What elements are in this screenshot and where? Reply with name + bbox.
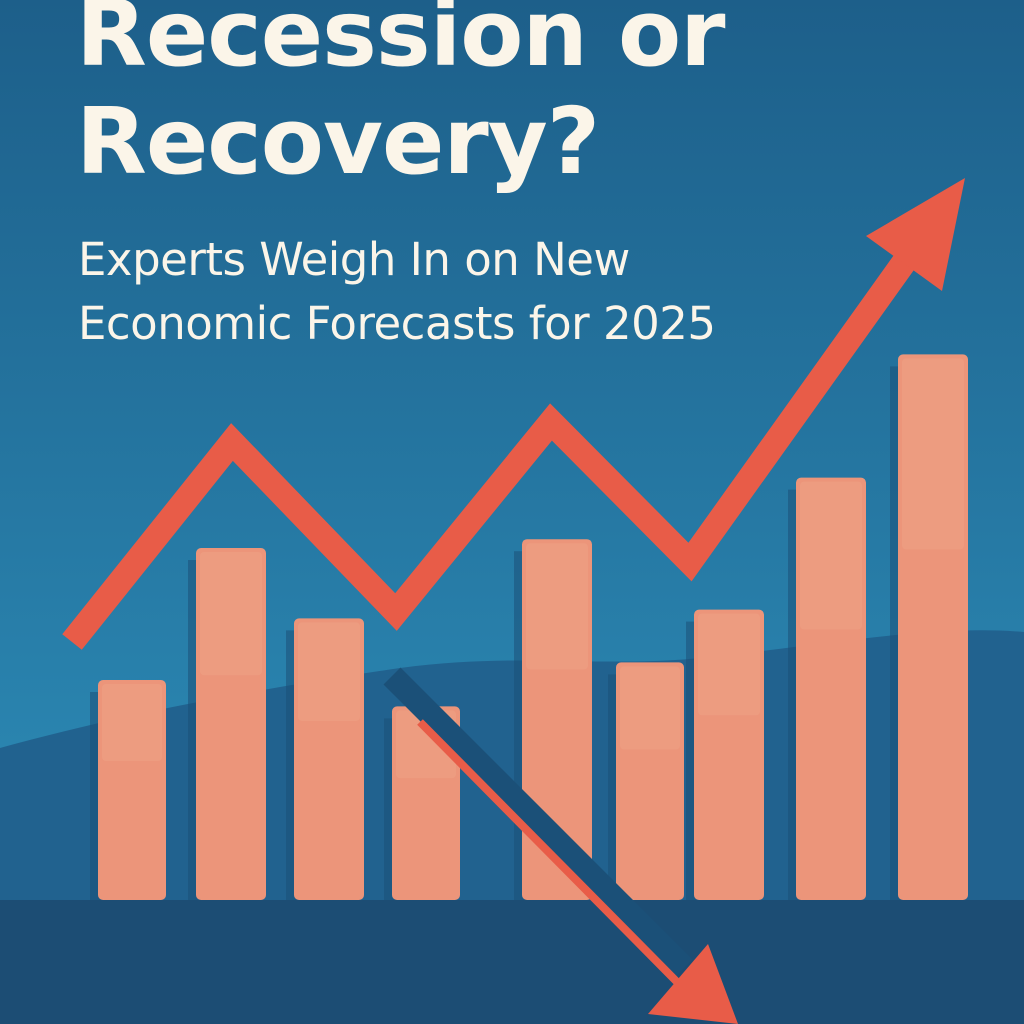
bar	[196, 548, 266, 900]
subheadline-line-2: Economic Forecasts for 2025	[78, 297, 716, 350]
trend-up-arrowhead	[866, 178, 965, 291]
subheadline: Experts Weigh In on New Economic Forecas…	[78, 228, 978, 356]
trend-down-arrow-line	[417, 719, 683, 988]
trend-down-arrow	[383, 667, 738, 1024]
bar	[294, 618, 364, 900]
trend-up-arrow-line	[62, 232, 931, 650]
bar	[616, 662, 684, 900]
ground-strip	[0, 900, 1024, 1024]
bar-highlight	[102, 684, 162, 761]
bar-highlight	[800, 481, 862, 630]
trend-down-arrow-shadow	[383, 667, 693, 977]
bar-highlight	[526, 543, 588, 670]
bar-highlight	[298, 622, 360, 721]
bar-highlight	[902, 358, 964, 550]
headline-line-1: Recession or	[76, 0, 726, 87]
trend-up-arrow	[62, 178, 965, 650]
bar	[98, 680, 166, 900]
bar-highlight	[200, 552, 262, 676]
bar-highlight	[698, 613, 760, 716]
bar	[898, 354, 968, 900]
bar	[392, 706, 460, 900]
bar-highlight	[620, 666, 680, 750]
trend-down-arrowhead	[648, 944, 738, 1024]
headline-line-2: Recovery?	[76, 88, 600, 195]
bar	[694, 609, 764, 900]
headline: Recession or Recovery?	[76, 0, 976, 196]
subheadline-line-1: Experts Weigh In on New	[78, 233, 630, 286]
bar	[796, 477, 866, 900]
